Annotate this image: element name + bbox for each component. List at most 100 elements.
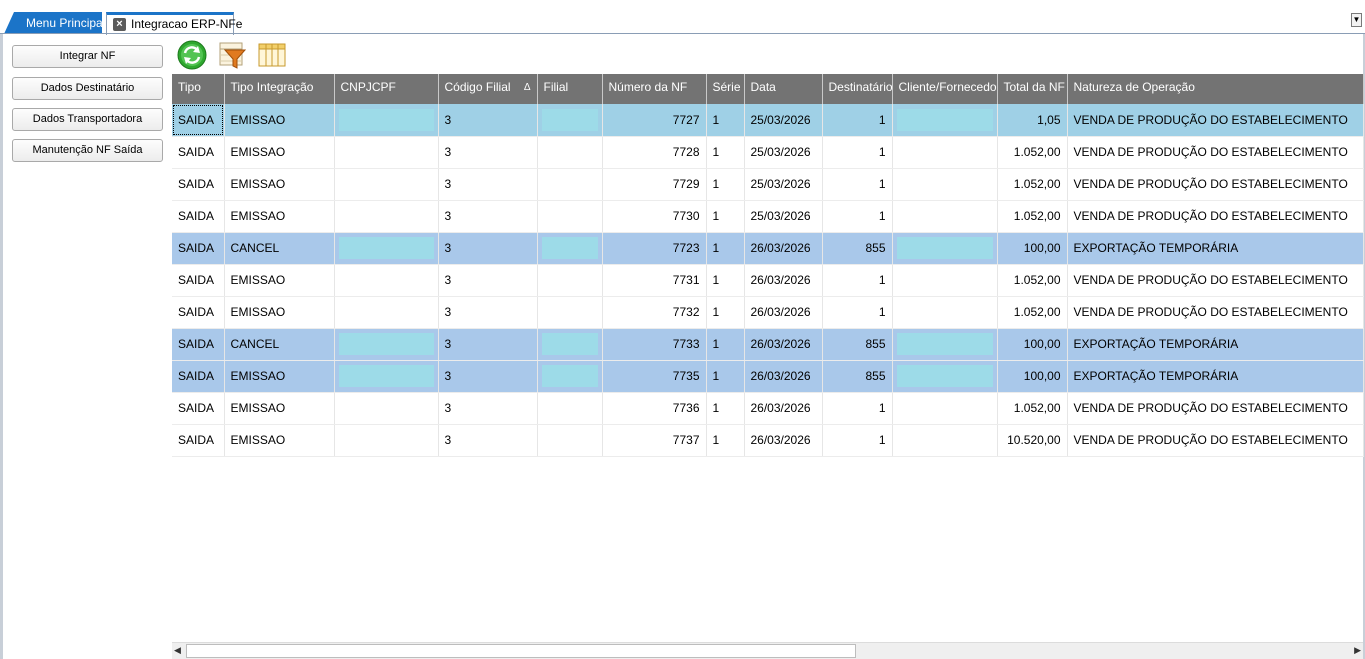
table-cell[interactable] [892, 136, 998, 169]
table-cell[interactable]: SAIDA [172, 264, 225, 297]
table-cell[interactable]: 25/03/2026 [744, 168, 823, 201]
table-cell[interactable] [334, 264, 439, 297]
column-header[interactable]: Filial [537, 74, 603, 104]
table-cell[interactable]: 7735 [602, 360, 707, 393]
table-row[interactable]: SAIDA EMISSAO 3 7728 1 25/03/2026 1 1.052,00 VEN… [172, 136, 1364, 169]
table-cell[interactable]: VENDA DE PRODUÇÃO DO ESTABELECIMENTO [1067, 392, 1364, 425]
scroll-left-icon[interactable]: ◀ [174, 645, 181, 655]
table-cell[interactable]: EMISSAO [224, 168, 335, 201]
table-cell[interactable] [334, 232, 439, 265]
table-cell[interactable]: 1 [822, 168, 893, 201]
table-cell[interactable]: 1 [822, 200, 893, 233]
table-cell[interactable] [537, 296, 603, 329]
table-cell[interactable]: 1 [706, 296, 745, 329]
table-cell[interactable]: 25/03/2026 [744, 200, 823, 233]
scroll-right-icon[interactable]: ▶ [1354, 645, 1361, 655]
table-row[interactable]: SAIDA EMISSAO 3 7730 1 25/03/2026 1 1.052,00 VEN… [172, 200, 1364, 233]
table-cell[interactable]: SAIDA [172, 104, 225, 137]
column-header[interactable]: Cliente/Fornecedor [892, 74, 998, 104]
manutencao-nf-saida-button[interactable]: Manutenção NF Saída [12, 139, 163, 162]
table-cell[interactable]: 7737 [602, 424, 707, 457]
table-cell[interactable]: SAIDA [172, 200, 225, 233]
table-cell[interactable]: 100,00 [997, 328, 1068, 361]
table-cell[interactable]: CANCEL [224, 232, 335, 265]
table-cell[interactable]: 3 [438, 392, 538, 425]
table-cell[interactable] [537, 232, 603, 265]
table-cell[interactable] [537, 360, 603, 393]
table-cell[interactable] [334, 104, 439, 137]
table-cell[interactable]: 26/03/2026 [744, 392, 823, 425]
table-cell[interactable]: 1.052,00 [997, 200, 1068, 233]
table-cell[interactable] [892, 104, 998, 137]
table-cell[interactable] [334, 360, 439, 393]
table-cell[interactable]: SAIDA [172, 232, 225, 265]
table-cell[interactable]: 855 [822, 360, 893, 393]
table-cell[interactable]: 7730 [602, 200, 707, 233]
table-cell[interactable]: 3 [438, 200, 538, 233]
table-cell[interactable]: 100,00 [997, 360, 1068, 393]
table-cell[interactable] [892, 232, 998, 265]
table-cell[interactable]: EMISSAO [224, 392, 335, 425]
table-cell[interactable]: 1 [822, 264, 893, 297]
table-cell[interactable]: EMISSAO [224, 104, 335, 137]
column-header[interactable]: Destinatário [822, 74, 893, 104]
table-cell[interactable]: 26/03/2026 [744, 424, 823, 457]
table-cell[interactable]: VENDA DE PRODUÇÃO DO ESTABELECIMENTO [1067, 424, 1364, 457]
close-icon[interactable]: × [113, 18, 126, 31]
table-cell[interactable] [334, 424, 439, 457]
scrollbar-thumb[interactable] [186, 644, 856, 658]
table-row[interactable]: SAIDA EMISSAO 3 7731 1 26/03/2026 1 1.052,00 VEN… [172, 264, 1364, 297]
table-cell[interactable]: 1.052,00 [997, 296, 1068, 329]
table-cell[interactable]: 3 [438, 136, 538, 169]
column-header[interactable]: Data [744, 74, 823, 104]
table-cell[interactable]: SAIDA [172, 168, 225, 201]
table-cell[interactable] [334, 136, 439, 169]
table-row[interactable]: SAIDA EMISSAO 3 7732 1 26/03/2026 1 1.052,00 VEN… [172, 296, 1364, 329]
table-cell[interactable]: 7728 [602, 136, 707, 169]
table-cell[interactable] [334, 392, 439, 425]
table-cell[interactable] [537, 200, 603, 233]
table-cell[interactable]: 1.052,00 [997, 392, 1068, 425]
table-row[interactable]: SAIDA EMISSAO 3 7727 1 25/03/2026 1 1,05 VENDA D… [172, 104, 1364, 137]
column-header[interactable]: Natureza de Operação [1067, 74, 1364, 104]
table-cell[interactable]: 7731 [602, 264, 707, 297]
table-cell[interactable]: 3 [438, 296, 538, 329]
filter-icon[interactable] [217, 40, 247, 70]
table-cell[interactable]: EMISSAO [224, 296, 335, 329]
integrar-nf-button[interactable]: Integrar NF [12, 45, 163, 68]
table-cell[interactable]: 1.052,00 [997, 264, 1068, 297]
sort-ascending-icon[interactable]: Δ [523, 82, 531, 93]
table-cell[interactable]: SAIDA [172, 136, 225, 169]
table-cell[interactable]: 1 [706, 264, 745, 297]
column-header[interactable]: Série [706, 74, 745, 104]
table-cell[interactable]: 1 [822, 104, 893, 137]
table-cell[interactable] [892, 264, 998, 297]
table-cell[interactable]: VENDA DE PRODUÇÃO DO ESTABELECIMENTO [1067, 168, 1364, 201]
table-cell[interactable]: 1 [706, 232, 745, 265]
table-cell[interactable]: 3 [438, 232, 538, 265]
table-row[interactable]: SAIDA EMISSAO 3 7735 1 26/03/2026 855 100,00 EXP… [172, 360, 1364, 393]
dados-transportadora-button[interactable]: Dados Transportadora [12, 108, 163, 131]
refresh-icon[interactable] [177, 40, 207, 70]
column-header[interactable]: Número da NF [602, 74, 707, 104]
tab-integracao-erp-nfe[interactable]: × Integracao ERP-NFe [106, 12, 242, 35]
table-cell[interactable]: SAIDA [172, 392, 225, 425]
table-cell[interactable] [334, 168, 439, 201]
nf-grid[interactable]: Tipo Tipo Integração CNPJCPF Código Filial Δ… [172, 74, 1364, 642]
column-header[interactable]: Tipo Integração [224, 74, 335, 104]
column-header[interactable]: Total da NF [997, 74, 1068, 104]
table-cell[interactable]: 1 [822, 392, 893, 425]
table-cell[interactable]: EXPORTAÇÃO TEMPORÁRIA [1067, 360, 1364, 393]
table-row[interactable]: SAIDA EMISSAO 3 7737 1 26/03/2026 1 10.520,00 VE… [172, 424, 1364, 457]
table-cell[interactable]: EMISSAO [224, 360, 335, 393]
table-cell[interactable]: 3 [438, 424, 538, 457]
table-cell[interactable]: SAIDA [172, 360, 225, 393]
table-cell[interactable]: 26/03/2026 [744, 232, 823, 265]
table-row[interactable]: SAIDA CANCEL 3 7733 1 26/03/2026 855 100,00 EXPO… [172, 328, 1364, 361]
table-cell[interactable]: 25/03/2026 [744, 136, 823, 169]
table-cell[interactable]: 26/03/2026 [744, 264, 823, 297]
table-cell[interactable]: EMISSAO [224, 200, 335, 233]
column-header[interactable]: CNPJCPF [334, 74, 439, 104]
table-cell[interactable] [892, 360, 998, 393]
table-row[interactable]: SAIDA EMISSAO 3 7729 1 25/03/2026 1 1.052,00 VEN… [172, 168, 1364, 201]
